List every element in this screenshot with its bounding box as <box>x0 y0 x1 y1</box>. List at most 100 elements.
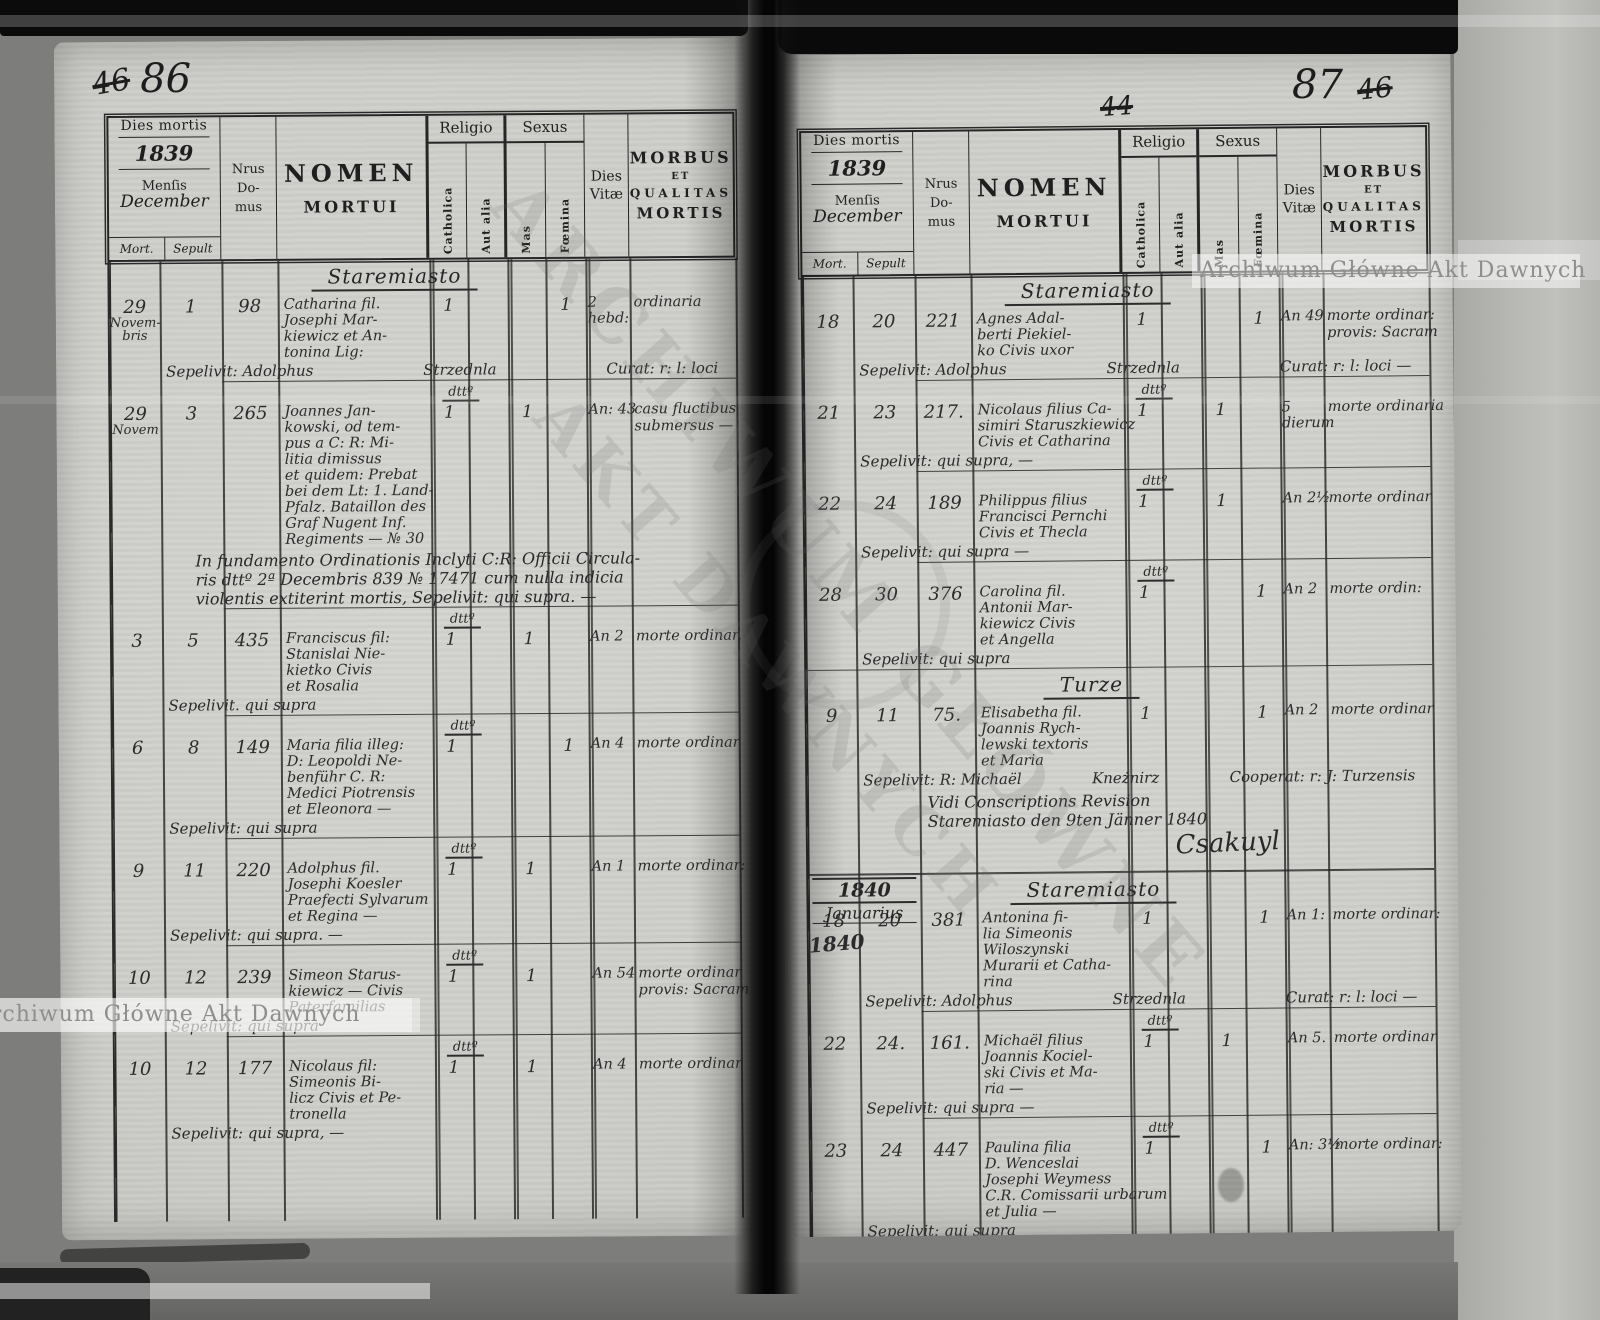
name-line: et Regina — <box>287 908 378 925</box>
name-line: pus a C: R: Mi- <box>284 435 395 452</box>
header-sexus-column: Sexus Mas Fœmina <box>1199 128 1279 272</box>
header-month-handwritten: December <box>120 191 209 212</box>
sepelivit-part: Sepelivit: Adolphus <box>859 360 1007 380</box>
header-religio-column: Religio Catholica Aut alia <box>428 115 508 258</box>
table-body: Staremiasto 29 Novem-bris 1 98 Catharina fil.… <box>107 257 752 1223</box>
cell-name-of-deceased: Catharina fil. Josephi Mar-kiewicz et An-… <box>278 296 430 361</box>
register-entry: 9 11 220 Adolphus fil. Josephi Koesler Praefe… <box>114 855 746 926</box>
cell-dies-vitae: An 1: <box>1285 907 1330 987</box>
sepelivit-part: Strzednla <box>1106 358 1180 378</box>
cell-morbus: morte ordinar: <box>1331 1136 1444 1217</box>
cell-burial-date: 5 <box>187 630 199 652</box>
register-page-left: Dies mortis 1839 Menſis December Mort. S… <box>53 37 753 1241</box>
cell-religio-aut-alia <box>468 402 509 546</box>
cell-dies-vitae: An 2 <box>1283 702 1328 766</box>
morbus-line: morte ordin: <box>1329 580 1422 598</box>
cell-religio-aut-alia <box>471 736 512 816</box>
vitae-line: An: 43 <box>588 401 637 418</box>
header-vitae-label: Vitæ <box>1282 200 1316 217</box>
cell-sexus-foemina: 1 <box>1257 702 1269 723</box>
header-dies-mortis-label: Dies mortis <box>813 132 901 149</box>
cell-house-number: 265 <box>233 402 268 425</box>
header-religio-column: Religio Catholica Aut alia <box>1121 129 1201 272</box>
header-house-number-column: Nrus Do- mus <box>220 116 278 260</box>
morbus-line: morte ordinar <box>638 1055 742 1073</box>
cell-religio-aut-alia <box>1168 1031 1209 1095</box>
death-day: 22 <box>818 493 842 515</box>
sepelivit-part: Sepelivit: Adolphus <box>166 361 314 381</box>
cell-morbus: morte ordinar <box>1327 701 1435 766</box>
name-line: Josephi Weymess <box>985 1171 1112 1189</box>
cell-morbus: morte ordin: <box>1325 580 1432 645</box>
cell-religio-catholica: 1 <box>446 736 458 757</box>
cell-sexus-mas <box>1205 703 1244 767</box>
name-line: et Eleonora — <box>287 801 392 818</box>
vitae-line: An 4 <box>592 1056 627 1073</box>
vitae-line: 2 <box>587 294 597 311</box>
name-line: litia dimissus <box>284 451 382 468</box>
header-sepult-label: Sepult <box>866 256 906 271</box>
cell-sexus-foemina: 1 <box>1261 1137 1273 1158</box>
cell-burial-date: 30 <box>874 584 899 606</box>
cell-sexus-mas <box>1207 908 1246 988</box>
header-nrus: Nrus <box>231 161 265 177</box>
name-line: rina <box>983 974 1013 991</box>
vitae-line: An: 3½ <box>1288 1136 1342 1154</box>
archive-watermark-left: Archiwum Główne Akt Dawnych <box>0 998 412 1032</box>
register-entry: 10 12 177 Nicolaus fil: Simeonis Bi-licz Civ… <box>115 1053 741 1124</box>
cell-morbus: morte ordinaria <box>1324 398 1445 447</box>
cell-death-date: 29 Novem-bris <box>110 297 161 362</box>
header-dies-mortis-column: Dies mortis 1839 Menſis December Mort. S… <box>801 131 915 276</box>
death-register-table-right: Dies mortis 1839 Menſis December Mort. S… <box>799 125 1444 1238</box>
cell-name-of-deceased: Maria filia illeg: D: Leopoldi Ne-benführ… <box>281 737 434 818</box>
name-line: Antonii Mar- <box>979 599 1073 617</box>
cell-burial-date: 11 <box>876 705 900 727</box>
header-rule <box>118 168 210 170</box>
cell-religio-aut-alia <box>468 295 508 359</box>
vitae-line: 5 <box>1281 399 1292 416</box>
cell-house-number: 381 <box>931 909 966 931</box>
death-day: 10 <box>127 967 151 989</box>
ditto-mark: dttº <box>1135 382 1173 400</box>
header-foemina-label: Fœmina <box>558 197 572 253</box>
cell-religio-aut-alia <box>1162 400 1202 448</box>
cell-sexus-mas: 1 <box>1216 490 1228 512</box>
header-mort-sepult-row: Mort. Sepult <box>802 250 914 276</box>
sepelivit-line: Sepelivit: qui supra, — <box>115 1120 741 1144</box>
name-line: licz Civis et Pe- <box>289 1090 402 1107</box>
death-day: 9 <box>825 705 838 727</box>
header-religio-label: Religio <box>1121 129 1197 158</box>
header-nomen: NOMEN <box>976 172 1112 203</box>
register-entry: 22 24 189 Philippus filius Francisci Pernchi… <box>805 486 1432 543</box>
name-line: et Julia — <box>985 1203 1057 1221</box>
cell-death-date: 9 <box>114 861 164 926</box>
ditto-mark: dttº <box>444 718 482 736</box>
register-entry: 6 8 149 Maria filia illeg: D: Leopoldi Ne-be… <box>113 732 740 819</box>
register-entry: 21 23 217. Nicolaus filius Ca-simiri Starus… <box>804 395 1444 452</box>
register-entry: 28 30 376 Carolina fil. Antonii Mar-kiewicz … <box>805 577 1432 650</box>
header-sexus-label: Sexus <box>1199 128 1277 158</box>
cell-dies-vitae: An 49 <box>1279 308 1324 356</box>
name-line: Maria filia illeg: <box>286 736 404 754</box>
sepelivit-part: Sepelivit: qui supra <box>867 1221 1016 1238</box>
cell-sexus-mas: 1 <box>1221 1030 1233 1052</box>
ditto-mark: dttº <box>446 1039 484 1057</box>
header-mus: mus <box>234 199 263 215</box>
cell-dies-vitae: An 2 <box>588 628 632 692</box>
name-line: berti Piekiel- <box>976 326 1072 344</box>
book-gutter <box>734 0 800 1294</box>
header-mortui: MORTUI <box>303 197 400 217</box>
name-line: kowski, od tem- <box>284 419 401 436</box>
name-line: Josephi Koesler <box>287 876 402 893</box>
death-month-line: Novem <box>112 422 159 439</box>
cell-religio-catholica: 1 <box>1139 582 1151 603</box>
scan-top-band-left <box>0 0 748 36</box>
cell-sexus-foemina <box>550 966 590 1014</box>
folio-crossed-center: 44 <box>1099 91 1134 123</box>
death-day: 29 <box>123 403 147 425</box>
ditto-mark: dttº <box>446 948 484 966</box>
cell-religio-aut-alia <box>472 859 512 923</box>
cell-dies-vitae: An 4 <box>591 1056 635 1120</box>
scan-corner-shadow <box>0 1268 150 1320</box>
ditto-mark: dttº <box>442 384 480 402</box>
